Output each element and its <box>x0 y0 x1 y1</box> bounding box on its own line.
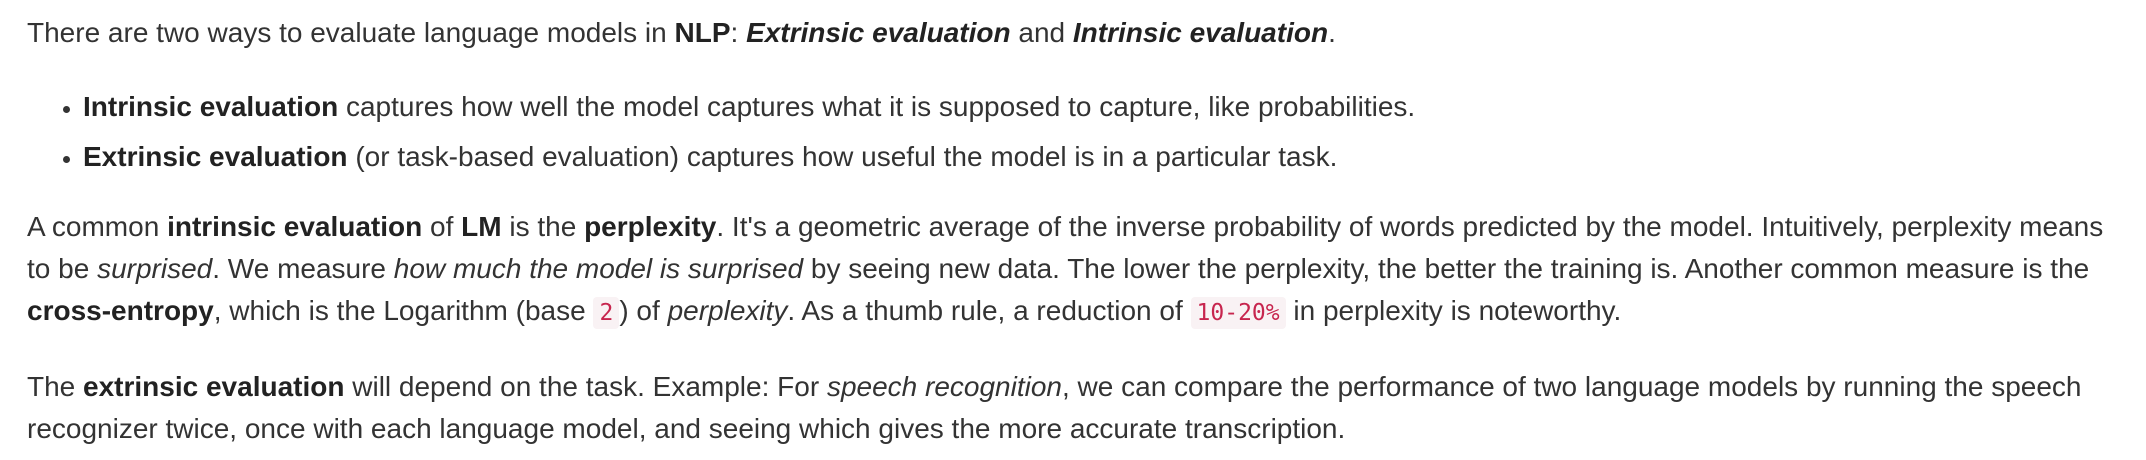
list-item: Extrinsic evaluation (or task-based eval… <box>83 136 2119 178</box>
paragraph-text: will depend on the task. Example: For <box>344 371 827 402</box>
paragraph-text: . It's a geometric average of the invers… <box>27 211 2104 284</box>
bold-term: intrinsic evaluation <box>167 211 423 242</box>
article-body: There are two ways to evaluate language … <box>0 0 2146 450</box>
paragraph-text: ) of <box>619 295 668 326</box>
paragraph-text: , which is the Logarithm (base <box>213 295 594 326</box>
intro-text: : <box>730 17 747 48</box>
intro-text: . <box>1328 17 1336 48</box>
italic-term: perplexity <box>667 295 788 326</box>
bold-term: LM <box>461 211 502 242</box>
paragraph-text: by seeing new data. The lower the perple… <box>803 253 2090 284</box>
inline-code: 10-20% <box>1190 297 1286 329</box>
intrinsic-term-text: Intrinsic evaluation <box>1072 17 1329 48</box>
paragraph-text: of <box>422 211 462 242</box>
intro-paragraph: There are two ways to evaluate language … <box>27 12 2119 54</box>
paragraph-text: . As a thumb rule, a reduction of <box>787 295 1191 326</box>
italic-term: how much the model is surprised <box>393 253 804 284</box>
list-item-term: Extrinsic evaluation <box>83 141 348 172</box>
list-item-term: Intrinsic evaluation <box>83 91 339 122</box>
italic-term: surprised <box>97 253 213 284</box>
bold-term: cross-entropy <box>27 295 214 326</box>
paragraph-text: is the <box>501 211 585 242</box>
extrinsic-term-text: Extrinsic evaluation <box>746 17 1011 48</box>
paragraph-text: . We measure <box>212 253 394 284</box>
list-item: Intrinsic evaluation captures how well t… <box>83 86 2119 128</box>
paragraph-text: in perplexity is noteworthy. <box>1285 295 1622 326</box>
intrinsic-paragraph: A common intrinsic evaluation of LM is t… <box>27 206 2119 334</box>
evaluation-list: Intrinsic evaluation captures how well t… <box>27 86 2119 178</box>
bold-term: extrinsic evaluation <box>83 371 345 402</box>
italic-term: speech recognition <box>826 371 1062 402</box>
intrinsic-term: Intrinsic evaluation <box>1073 17 1328 48</box>
intro-text: and <box>1010 17 1073 48</box>
inline-code: 2 <box>593 297 620 329</box>
list-item-text: captures how well the model captures wha… <box>338 91 1416 122</box>
extrinsic-paragraph: The extrinsic evaluation will depend on … <box>27 366 2119 450</box>
bold-term: perplexity <box>584 211 717 242</box>
nlp-term: NLP <box>674 17 731 48</box>
list-item-text: (or task-based evaluation) captures how … <box>347 141 1338 172</box>
paragraph-text: , we can compare the performance of two … <box>27 371 2082 444</box>
paragraph-text: A common <box>27 211 168 242</box>
intro-text: There are two ways to evaluate language … <box>27 17 675 48</box>
extrinsic-term: Extrinsic evaluation <box>746 17 1011 48</box>
paragraph-text: The <box>27 371 84 402</box>
